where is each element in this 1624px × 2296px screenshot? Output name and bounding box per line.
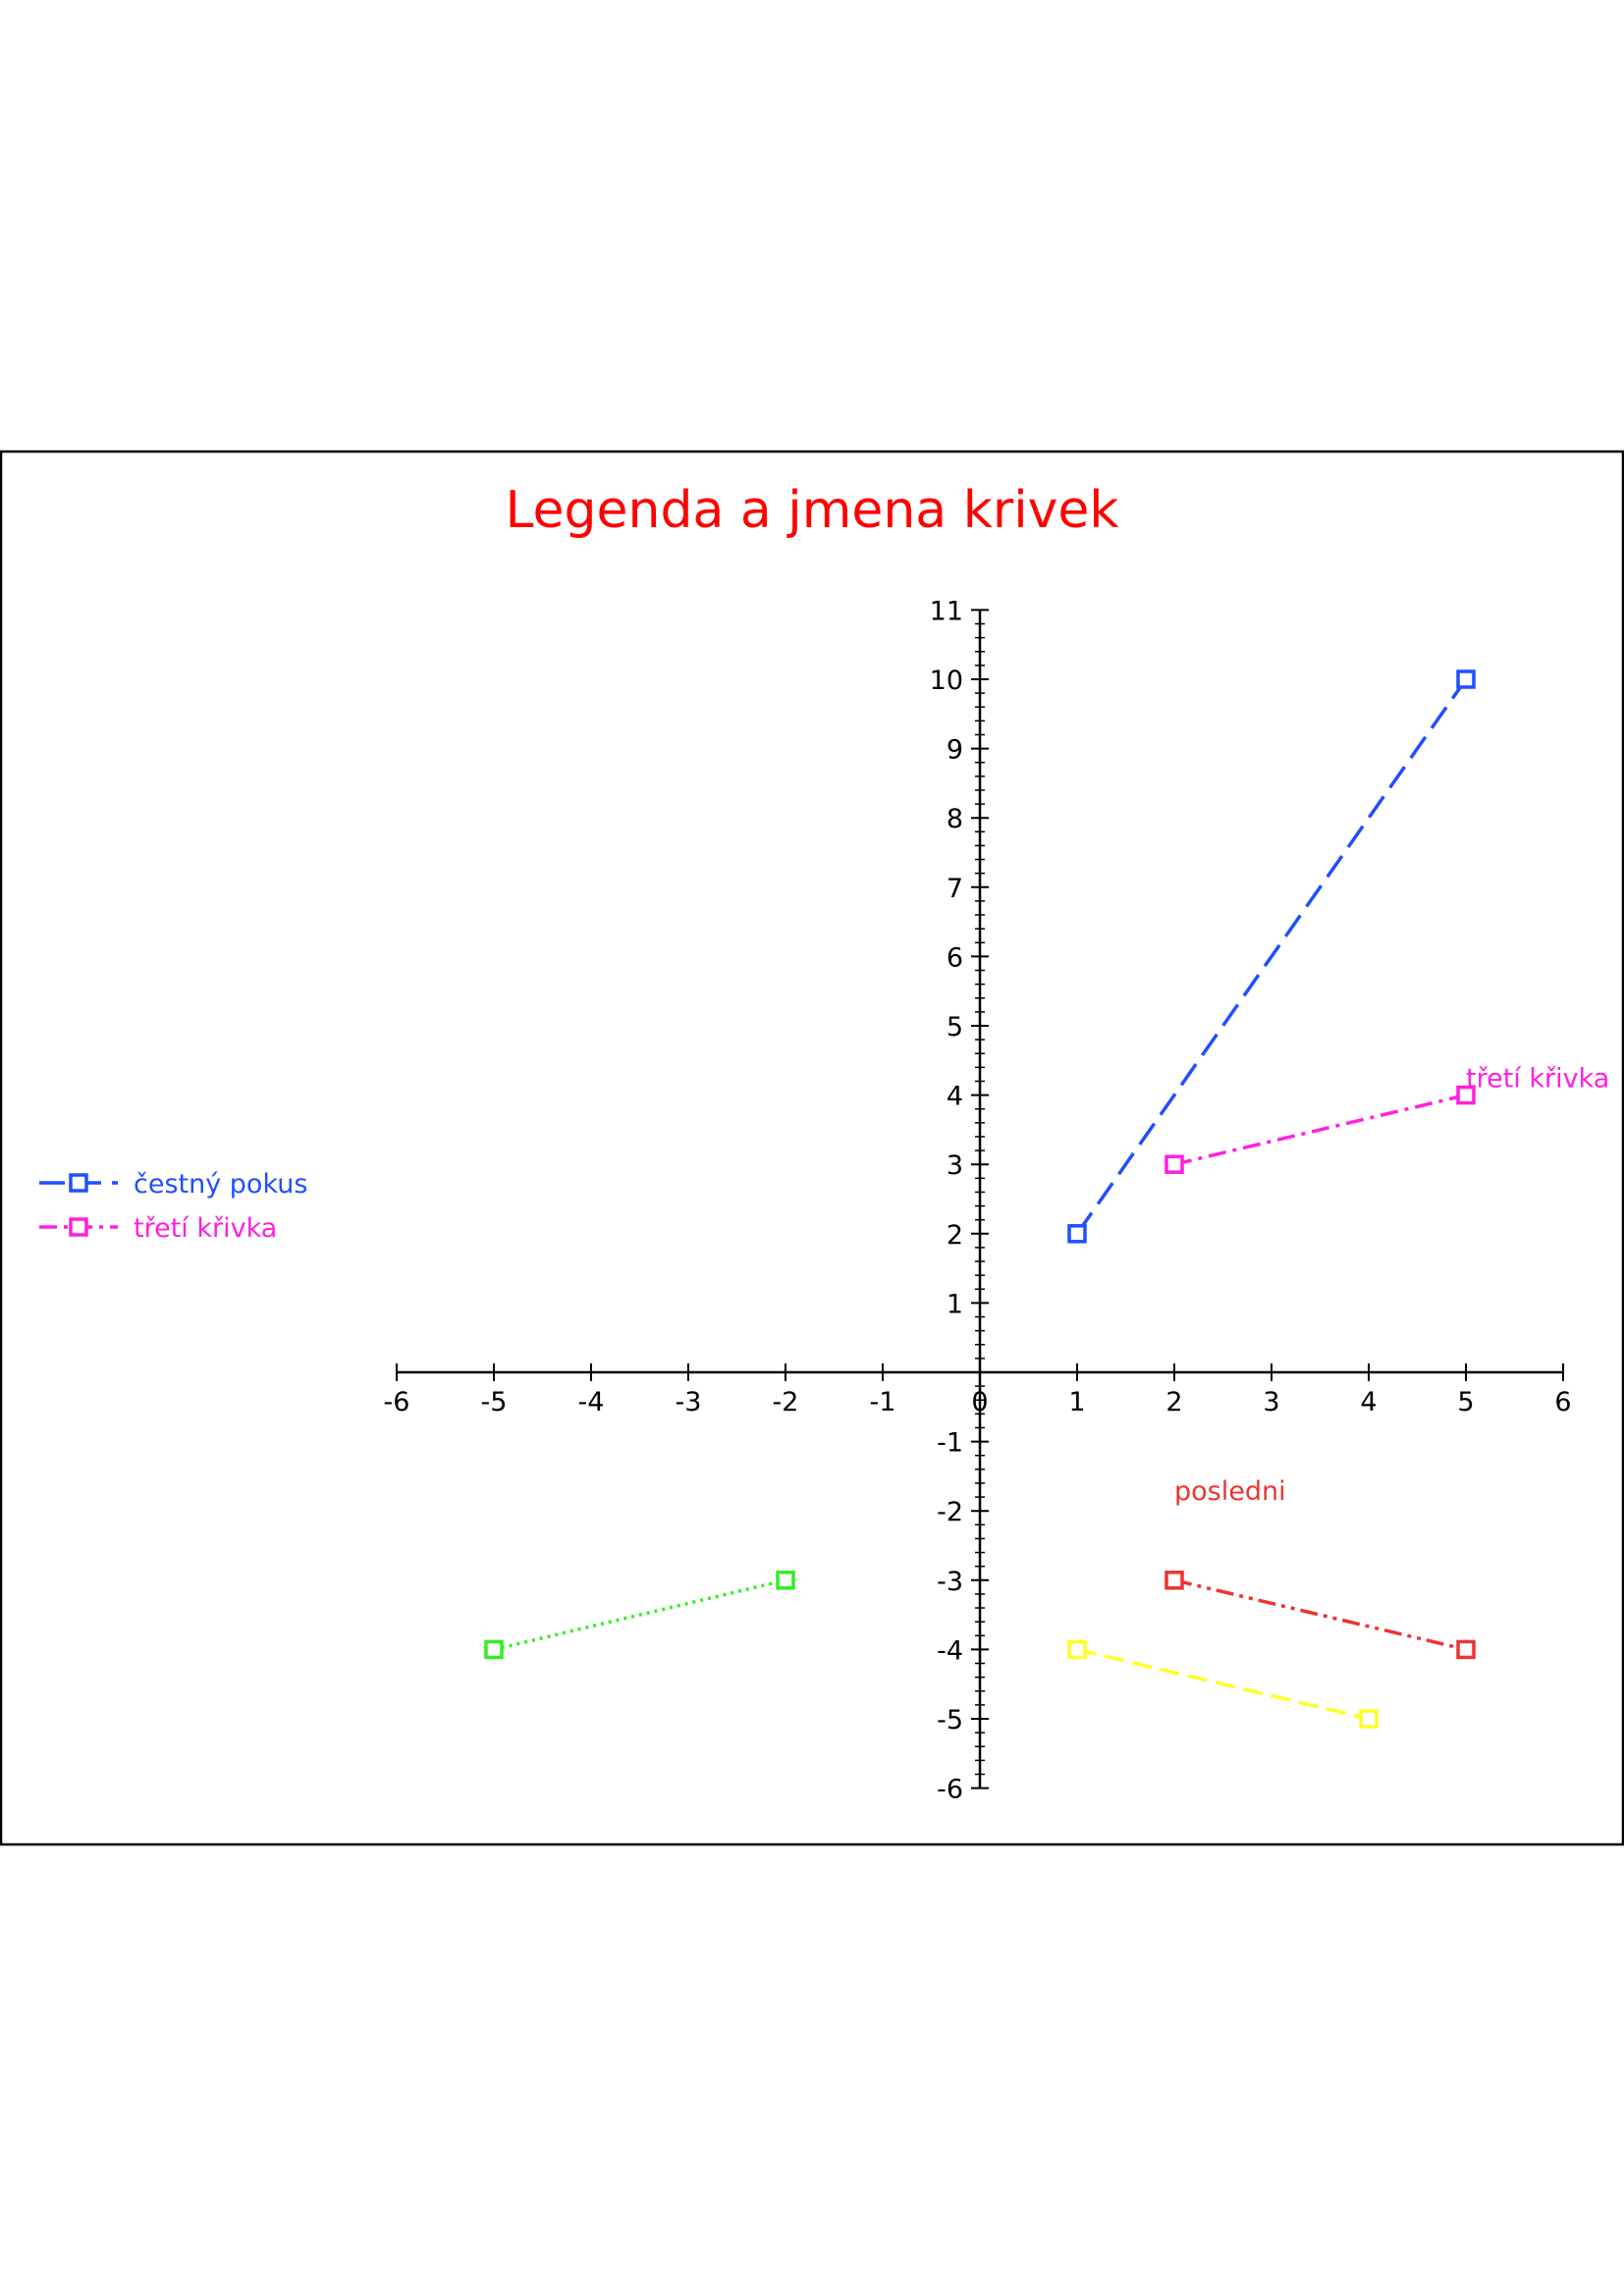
legend-label: čestný pokus bbox=[134, 1169, 307, 1200]
axes: -6 -5 -4 -3 -2 -1 0 1 2 3 4 5 6 -6 -5 -4 -3 -2 -1 1 2 3 4 5 6 7 8 9… bbox=[384, 596, 1572, 1804]
legend: čestný pokus třetí křivka bbox=[39, 1169, 307, 1244]
series-line bbox=[1075, 677, 1468, 1235]
y-tick-label: 2 bbox=[947, 1220, 963, 1251]
data-point bbox=[1164, 1154, 1184, 1174]
legend-marker bbox=[69, 1173, 88, 1193]
series-4 bbox=[1067, 1639, 1379, 1729]
y-tick-label: -2 bbox=[937, 1497, 963, 1527]
data-point bbox=[1164, 1571, 1184, 1590]
y-tick-label: 11 bbox=[930, 596, 963, 626]
y-tick-label: 4 bbox=[947, 1082, 963, 1112]
series-layer: třetí křivka bbox=[484, 669, 1609, 1729]
x-tick-label: 5 bbox=[1457, 1387, 1474, 1417]
y-tick-label: 6 bbox=[947, 942, 963, 973]
data-point bbox=[484, 1639, 504, 1660]
series-end-label: třetí křivka bbox=[1466, 1064, 1609, 1095]
x-tick-label: -6 bbox=[384, 1387, 410, 1417]
x-tick-label: 2 bbox=[1165, 1387, 1182, 1417]
data-point bbox=[1067, 1639, 1087, 1660]
series-line bbox=[493, 1578, 786, 1652]
series-5 bbox=[1164, 1571, 1476, 1660]
series-2: třetí křivka bbox=[1164, 1064, 1609, 1174]
x-tick-label: 0 bbox=[971, 1387, 988, 1417]
x-tick-label: -4 bbox=[578, 1387, 605, 1417]
y-tick-label: -1 bbox=[937, 1428, 963, 1459]
x-tick-label: -3 bbox=[676, 1387, 702, 1417]
data-point bbox=[1456, 1639, 1476, 1660]
chart-title: Legenda a jmena krivek bbox=[505, 481, 1118, 540]
legend-item: třetí křivka bbox=[39, 1213, 277, 1244]
y-tick-label: -4 bbox=[937, 1635, 963, 1666]
series-line bbox=[1173, 1093, 1467, 1166]
annotation-label: posledni bbox=[1174, 1476, 1286, 1507]
x-tick-label: 4 bbox=[1360, 1387, 1377, 1417]
legend-marker bbox=[69, 1217, 88, 1237]
series-1 bbox=[1067, 669, 1476, 1244]
chart-border bbox=[0, 450, 1624, 1846]
legend-item: čestný pokus bbox=[39, 1169, 307, 1200]
data-point bbox=[1067, 1224, 1087, 1244]
legend-label: třetí křivka bbox=[134, 1213, 277, 1244]
x-tick-label: -1 bbox=[870, 1387, 896, 1417]
x-tick-label: 1 bbox=[1068, 1387, 1085, 1417]
x-tick-label: -2 bbox=[773, 1387, 799, 1417]
series-line bbox=[1076, 1647, 1370, 1721]
data-point bbox=[776, 1571, 795, 1590]
y-tick-label: 10 bbox=[930, 666, 963, 696]
y-tick-label: 8 bbox=[947, 804, 963, 834]
y-tick-label: 7 bbox=[947, 874, 963, 904]
y-tick-label: 9 bbox=[947, 735, 963, 766]
y-tick-label: 1 bbox=[947, 1289, 963, 1319]
y-tick-label: -3 bbox=[937, 1567, 963, 1597]
y-tick-label: -6 bbox=[937, 1775, 963, 1805]
data-point bbox=[1456, 669, 1476, 689]
y-tick-label: 3 bbox=[947, 1150, 963, 1181]
series-line bbox=[1173, 1578, 1467, 1652]
x-tick-label: -5 bbox=[481, 1387, 508, 1417]
data-point bbox=[1359, 1709, 1379, 1729]
x-tick-label: 3 bbox=[1263, 1387, 1279, 1417]
x-tick-label: 6 bbox=[1554, 1387, 1571, 1417]
y-tick-label: -5 bbox=[937, 1705, 963, 1735]
data-point bbox=[1456, 1085, 1476, 1105]
labels-layer: posledni bbox=[1174, 1476, 1286, 1507]
series-3 bbox=[484, 1571, 795, 1660]
y-tick-label: 5 bbox=[947, 1012, 963, 1042]
